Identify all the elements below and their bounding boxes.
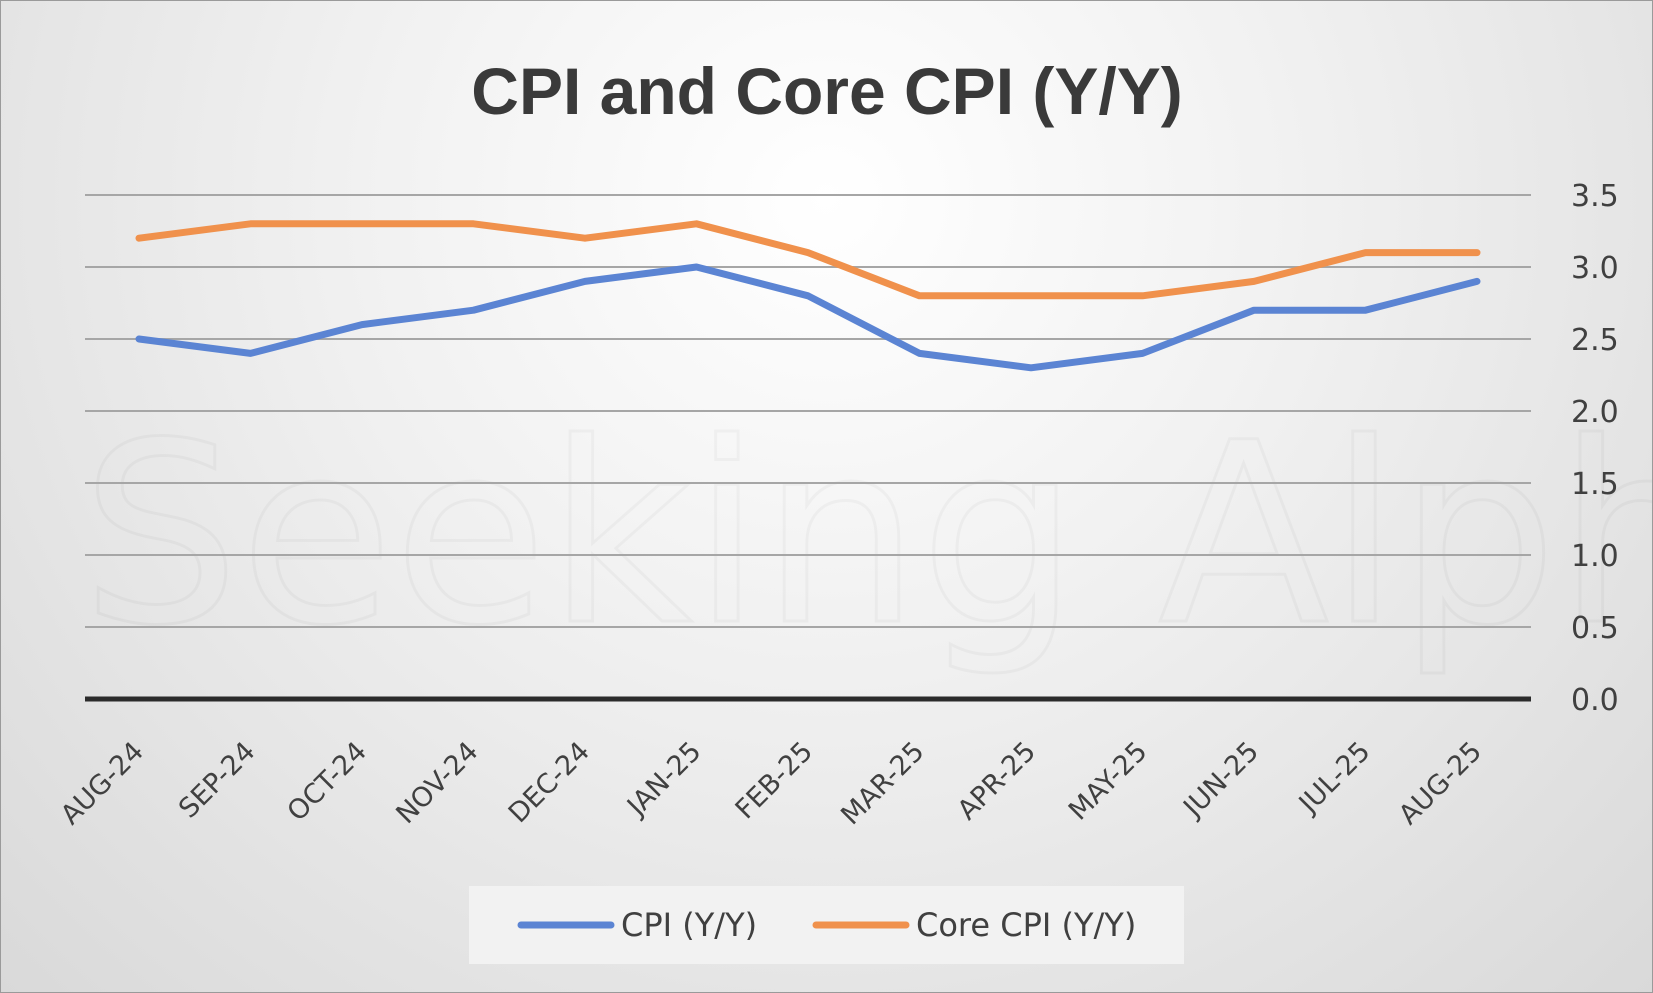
chart-title: CPI and Core CPI (Y/Y) [471, 54, 1182, 128]
series-line-core-cpi [135, 220, 1481, 300]
x-tick-label: AUG-25 [1393, 736, 1488, 831]
y-tick-label: 1.0 [1571, 539, 1619, 574]
x-tick-label: SEP-24 [173, 736, 261, 824]
y-tick-label: 3.0 [1571, 251, 1619, 286]
x-tick-label: FEB-25 [730, 736, 819, 825]
gridlines [85, 194, 1531, 702]
x-tick-label: APR-25 [952, 736, 1042, 826]
legend-label-cpi: CPI (Y/Y) [621, 906, 757, 944]
legend-item-cpi[interactable]: CPI (Y/Y) [517, 906, 757, 944]
y-tick-label: 0.5 [1571, 611, 1619, 646]
series-line-cpi [135, 263, 1481, 372]
x-tick-label: DEC-24 [503, 736, 596, 829]
x-tick-label: JUL-25 [1292, 736, 1376, 820]
y-tick-label: 1.5 [1571, 467, 1619, 502]
y-tick-label: 2.5 [1571, 323, 1619, 358]
x-tick-label: AUG-24 [55, 736, 150, 831]
x-axis-ticks: AUG-24 SEP-24 OCT-24 NOV-24 DEC-24 JAN-25 FEB-… [55, 736, 1488, 831]
x-tick-label: NOV-24 [390, 736, 484, 830]
x-tick-label: JAN-25 [620, 736, 707, 823]
legend-item-core-cpi[interactable]: Core CPI (Y/Y) [812, 906, 1136, 944]
x-tick-label: OCT-24 [282, 736, 373, 827]
watermark-text: Seeking Alpha [81, 389, 1652, 680]
series-lines [135, 220, 1481, 372]
x-tick-label: JUN-25 [1177, 736, 1265, 824]
y-axis-ticks: 0.0 0.5 1.0 1.5 2.0 2.5 3.0 3.5 [1571, 179, 1619, 718]
x-tick-label: MAR-25 [835, 736, 930, 831]
y-tick-label: 0.0 [1571, 683, 1619, 718]
legend-label-core-cpi: Core CPI (Y/Y) [916, 906, 1136, 944]
y-tick-label: 3.5 [1571, 179, 1619, 214]
legend: CPI (Y/Y) Core CPI (Y/Y) [469, 886, 1184, 964]
x-tick-label: MAY-25 [1063, 736, 1154, 827]
y-tick-label: 2.0 [1571, 395, 1619, 430]
